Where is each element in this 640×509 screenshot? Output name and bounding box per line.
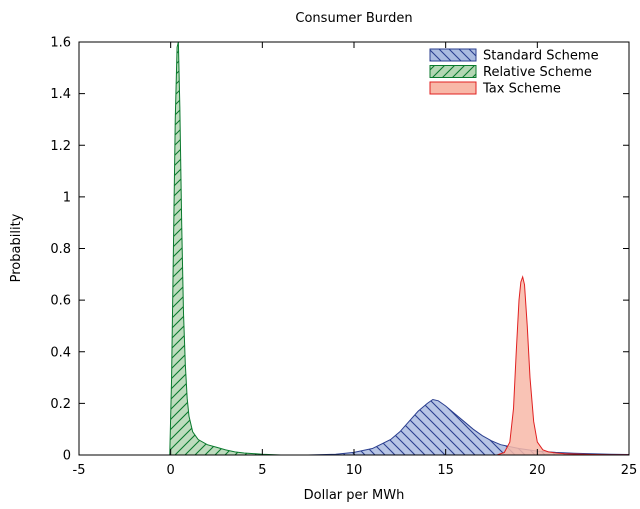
plot-frame [78,41,630,456]
legend-swatch-border [429,48,477,62]
series-hatch [169,42,281,455]
y-ticks: 0 0.2 0.4 0.6 0.8 1 1.2 1.4 1.6 [50,36,629,464]
legend-item-0: Standard Scheme [429,48,599,64]
x-tick-label: 0 [167,463,175,478]
legend-item-2: Tax Scheme [429,81,561,97]
x-tick-label: -5 [73,463,86,478]
x-ticks: -5 0 5 10 15 20 25 [73,42,638,478]
series-2 [496,275,629,455]
x-tick-label: 15 [437,463,454,478]
y-tick-label: 1 [63,190,71,205]
series-layer [169,42,629,455]
series-hatch [308,399,629,455]
x-tick-label: 20 [529,463,546,478]
series-outline [308,398,629,455]
y-tick-label: 0.2 [50,397,71,412]
series-1 [169,42,281,455]
y-tick-label: 0.8 [50,242,71,257]
legend-swatch [430,82,476,94]
y-tick-label: 0.6 [50,294,71,309]
x-tick-label: 25 [621,463,638,478]
series-0 [308,398,629,455]
series-outline [169,42,281,455]
legend-swatch-border [429,81,477,95]
legend-swatch-border [429,65,477,78]
legend-item-1: Relative Scheme [429,65,592,80]
y-tick-label: 1.6 [50,36,71,51]
x-axis-label: Dollar per MWh [304,488,405,503]
legend-label: Tax Scheme [482,82,561,97]
legend-swatch-hatch [430,49,476,61]
chart-title: Consumer Burden [295,11,412,26]
x-tick-label: 5 [258,463,266,478]
y-tick-label: 1.4 [50,87,71,102]
y-axis-label: Probability [9,213,24,282]
y-tick-label: 0.4 [50,345,71,360]
y-tick-label: 1.2 [50,139,71,154]
y-tick-label: 0 [63,449,71,464]
legend-swatch-hatch [430,65,476,78]
x-tick-label: 10 [346,463,363,478]
legend-label: Relative Scheme [483,65,592,80]
series-area [497,276,629,455]
legend-label: Standard Scheme [483,49,599,64]
